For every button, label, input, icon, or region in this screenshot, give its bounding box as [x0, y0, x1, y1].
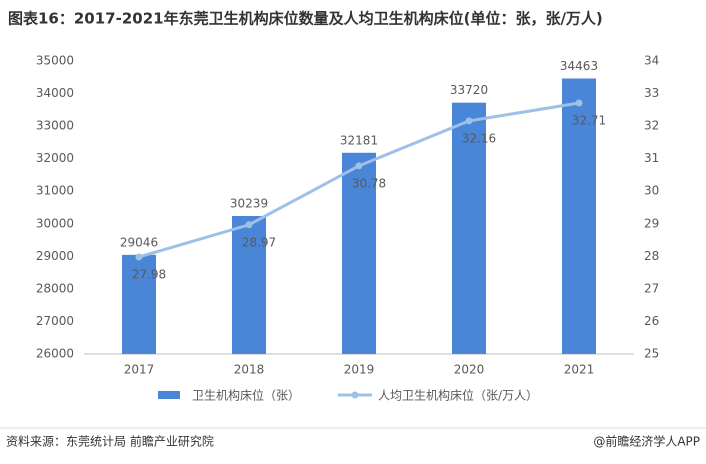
line-point [355, 162, 363, 170]
y2-tick-label: 32 [644, 119, 659, 133]
source: 资料来源：东莞统计局 前瞻产业研究院 [6, 434, 214, 449]
y-tick-label: 26000 [36, 347, 74, 361]
line-point [245, 221, 253, 229]
line-value-label: 32.71 [572, 113, 606, 127]
legend-marker [351, 391, 359, 399]
x-tick-label: 2020 [454, 363, 485, 377]
line-value-label: 32.16 [462, 131, 496, 145]
bar [562, 78, 596, 354]
line-point [575, 99, 583, 107]
bar [122, 254, 156, 354]
legend-label: 卫生机构床位（张） [192, 388, 300, 403]
y-tick-label: 28000 [36, 281, 74, 295]
x-tick-label: 2017 [124, 363, 155, 377]
y-tick-label: 27000 [36, 314, 74, 328]
y-tick-label: 32000 [36, 151, 74, 165]
bar [342, 152, 376, 354]
chart-title: 图表16：2017-2021年东莞卫生机构床位数量及人均卫生机构床位(单位：张，… [8, 10, 603, 28]
y-tick-label: 31000 [36, 184, 74, 198]
y2-tick-label: 28 [644, 249, 659, 263]
line-value-label: 28.97 [242, 235, 276, 249]
y-tick-label: 29000 [36, 249, 74, 263]
y2-tick-label: 27 [644, 281, 659, 295]
x-tick-label: 2021 [564, 363, 595, 377]
bar [232, 215, 266, 354]
x-tick-label: 2018 [234, 363, 265, 377]
bar-value-label: 29046 [120, 235, 158, 249]
bar [452, 102, 486, 354]
y-tick-label: 33000 [36, 119, 74, 133]
bar-value-label: 33720 [450, 83, 488, 97]
x-tick-label: 2019 [344, 363, 375, 377]
line-value-label: 27.98 [132, 267, 166, 281]
bar-value-label: 30239 [230, 196, 268, 210]
y2-tick-label: 26 [644, 314, 659, 328]
legend-marker [158, 391, 180, 399]
y-tick-label: 35000 [36, 54, 74, 68]
bar-value-label: 34463 [560, 59, 598, 73]
legend-label: 人均卫生机构床位（张/万人） [378, 388, 538, 403]
y2-tick-label: 31 [644, 151, 659, 165]
line-point [465, 117, 473, 125]
bar-value-label: 32181 [340, 133, 378, 147]
y2-tick-label: 29 [644, 216, 659, 230]
line-point [135, 253, 143, 261]
line-value-label: 30.78 [352, 176, 386, 190]
y-tick-label: 34000 [36, 86, 74, 100]
y-tick-label: 30000 [36, 216, 74, 230]
y2-tick-label: 25 [644, 347, 659, 361]
y2-tick-label: 30 [644, 184, 659, 198]
y2-tick-label: 34 [644, 54, 659, 68]
credit: @前瞻经济学人APP [593, 434, 700, 449]
y2-tick-label: 33 [644, 86, 659, 100]
